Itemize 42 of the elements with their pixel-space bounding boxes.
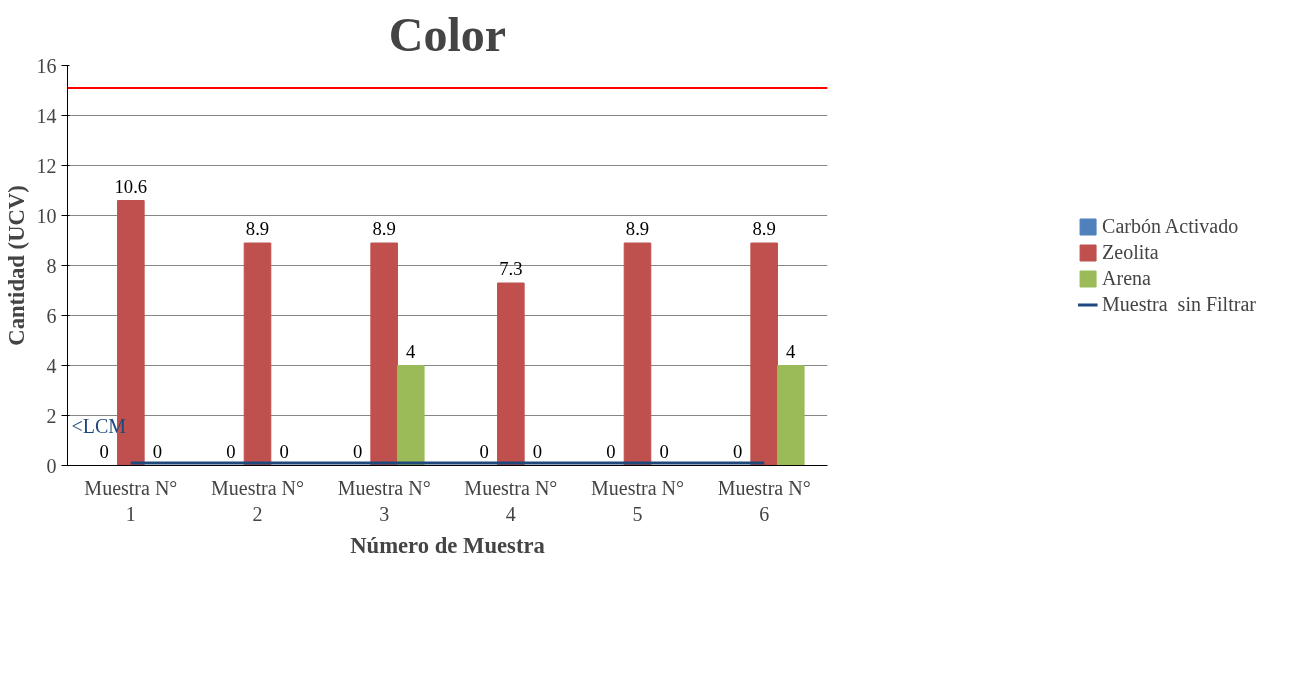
- y-tick-label: 10: [36, 204, 57, 227]
- legend-label: Zeolita: [1102, 240, 1159, 264]
- data-label: 4: [406, 340, 417, 362]
- legend-label: Carbón Activado: [1102, 214, 1239, 238]
- y-tick-label: 6: [46, 304, 57, 327]
- y-tick-label: 0: [46, 454, 57, 477]
- data-label: 0: [732, 440, 743, 462]
- x-tick-label: Muestra N° 4: [464, 476, 558, 525]
- data-label: 0: [352, 440, 363, 462]
- y-tick-label: 14: [36, 104, 57, 127]
- data-label: 0: [152, 440, 163, 462]
- x-tick-label: Muestra N° 5: [591, 476, 684, 525]
- data-label: 0: [226, 440, 236, 462]
- x-tick-label: Muestra N° 2: [211, 476, 304, 525]
- data-label: 7.3: [499, 258, 523, 279]
- y-tick-label: 4: [46, 354, 57, 377]
- y-tick-label: 8: [46, 254, 57, 277]
- x-tick-label: Muestra N° 6: [717, 476, 811, 525]
- data-label: 4: [786, 340, 797, 362]
- y-tick-label: 2: [46, 404, 57, 427]
- data-label: 0: [99, 440, 109, 462]
- data-label: 0: [279, 440, 289, 462]
- x-tick-label: Muestra N° 3: [337, 476, 431, 525]
- data-label: 8.9: [625, 218, 650, 239]
- legend-label: Arena: [1102, 266, 1151, 290]
- data-label: 0: [659, 440, 669, 462]
- data-label: 10.6: [114, 175, 148, 197]
- y-axis-title: Cantidad (UCV): [3, 185, 29, 346]
- chart-title: Color: [388, 7, 507, 61]
- legend-label: Muestra sin Filtrar: [1102, 292, 1256, 316]
- x-tick-label: Muestra N° 1: [84, 476, 178, 525]
- x-axis-title: Número de Muestra: [350, 532, 545, 558]
- data-label: 8.9: [752, 218, 776, 239]
- data-label: 8.9: [245, 218, 270, 239]
- y-tick-label: 16: [36, 54, 57, 77]
- bar: [776, 365, 805, 466]
- data-label: 0: [606, 440, 616, 462]
- data-label: 8.9: [372, 218, 396, 239]
- data-label: 0: [479, 440, 489, 462]
- y-tick-label: 12: [36, 154, 57, 177]
- bar: [750, 242, 778, 466]
- data-label: 0: [532, 440, 543, 462]
